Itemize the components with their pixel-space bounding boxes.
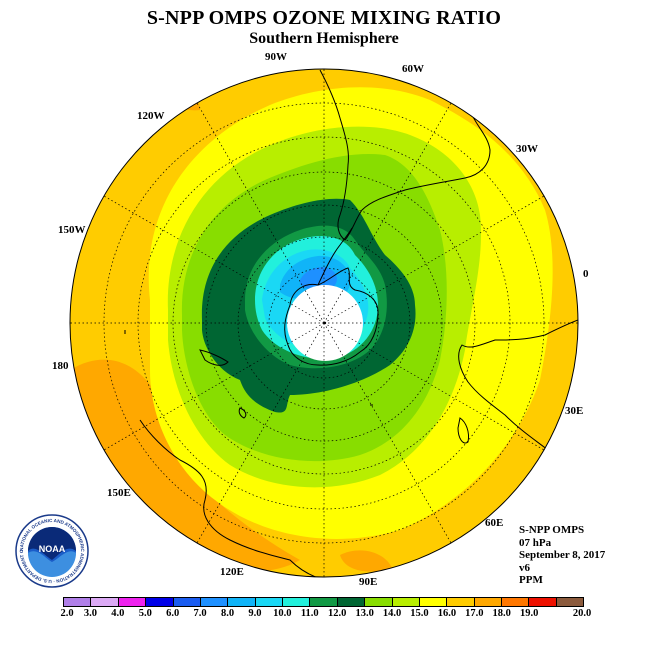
colorbar-swatch bbox=[337, 598, 366, 606]
colorbar-tick-label: 11.0 bbox=[300, 608, 319, 619]
colorbar-swatch bbox=[91, 598, 119, 606]
info-level: 07 hPa bbox=[519, 536, 552, 549]
info-block: S-NPP OMPS 07 hPa September 8, 2017 v6 P… bbox=[519, 524, 605, 587]
colorbar-tick-label: 16.0 bbox=[437, 608, 457, 619]
noaa-logo: NOAA NATIONAL OCEANIC AND ATMOSPHERIC AD… bbox=[15, 514, 89, 588]
lon-label-60e: 60E bbox=[485, 517, 504, 529]
ozone-contour-17-b bbox=[340, 550, 392, 572]
page-subtitle: Southern Hemisphere bbox=[249, 30, 399, 47]
colorbar-swatch bbox=[228, 598, 256, 606]
colorbar-tick-label: 15.0 bbox=[410, 608, 429, 619]
colorbar-swatch bbox=[419, 598, 448, 606]
info-units: PPM bbox=[519, 574, 543, 586]
lon-label-30e: 30E bbox=[565, 405, 584, 417]
colorbar-tick-label: 3.0 bbox=[83, 608, 97, 619]
coastline-south-america bbox=[319, 69, 491, 241]
map-border bbox=[69, 68, 579, 578]
colorbar-swatch bbox=[474, 598, 502, 606]
noaa-logo-text: NOAA bbox=[39, 544, 66, 554]
colorbar-tick-label: 6.0 bbox=[166, 608, 180, 619]
lon-label-150e: 150E bbox=[107, 487, 131, 499]
colorbar-swatch bbox=[173, 598, 201, 606]
lon-label-120w: 120W bbox=[137, 110, 165, 122]
colorbar-tick-label: 20.0 bbox=[572, 608, 592, 619]
colorbar-tick-label: 14.0 bbox=[382, 608, 402, 619]
coastline-tasmania bbox=[238, 407, 247, 419]
colorbar-swatch bbox=[310, 598, 338, 606]
colorbar-tick-label: 17.0 bbox=[465, 608, 484, 619]
coastlines bbox=[124, 69, 578, 577]
coastline-africa bbox=[458, 319, 578, 476]
colorbar-tick-label: 13.0 bbox=[355, 608, 374, 619]
colorbar-swatch bbox=[365, 598, 393, 606]
colorbar-swatch bbox=[392, 598, 420, 606]
colorbar-swatch bbox=[529, 598, 557, 606]
colorbar bbox=[63, 597, 584, 607]
colorbar-swatch bbox=[118, 598, 147, 606]
colorbar-tick-label: 4.0 bbox=[111, 608, 125, 619]
colorbar-tick-label: 9.0 bbox=[248, 608, 262, 619]
colorbar-tick-label: 19.0 bbox=[519, 608, 539, 619]
colorbar-tick-label: 7.0 bbox=[193, 608, 207, 619]
colorbar-swatch bbox=[200, 598, 229, 606]
colorbar-tick-label: 5.0 bbox=[138, 608, 152, 619]
lon-label-150w: 150W bbox=[58, 224, 86, 236]
coastline-madagascar bbox=[457, 417, 469, 444]
coastline-australia bbox=[139, 419, 319, 577]
lon-label-60w: 60W bbox=[402, 63, 424, 75]
info-instrument: S-NPP OMPS bbox=[519, 524, 585, 536]
colorbar-tick-label: 2.0 bbox=[60, 608, 74, 619]
colorbar-swatch bbox=[556, 598, 584, 606]
info-date: September 8, 2017 bbox=[519, 549, 606, 561]
info-version: v6 bbox=[519, 561, 530, 574]
colorbar-swatch bbox=[283, 598, 311, 606]
coastline-peninsula bbox=[317, 227, 353, 286]
page-title: S-NPP OMPS OZONE MIXING RATIO bbox=[146, 7, 502, 29]
lon-label-30w: 30W bbox=[516, 143, 538, 155]
lon-label-180: 180 bbox=[52, 360, 69, 372]
lon-label-90w: 90W bbox=[265, 51, 287, 63]
colorbar-tick-label: 8.0 bbox=[220, 608, 235, 619]
colorbar-swatch bbox=[502, 598, 530, 606]
colorbar-swatch bbox=[64, 598, 92, 606]
south-pole-dot bbox=[323, 321, 327, 325]
lon-label-120e: 120E bbox=[220, 566, 244, 578]
lon-label-0: 0 bbox=[583, 268, 589, 280]
colorbar-swatch bbox=[146, 598, 174, 606]
colorbar-tick-label: 12.0 bbox=[328, 608, 347, 619]
colorbar-tick-label: 18.0 bbox=[492, 608, 511, 619]
ozone-contour-17-c bbox=[150, 86, 200, 111]
coastline-antarctica bbox=[284, 267, 379, 366]
colorbar-swatch bbox=[447, 598, 475, 606]
colorbar-labels: 2.0 3.0 4.0 5.0 6.0 7.0 8.0 9.0 10.0 11.0 12.0 13.0… bbox=[0, 608, 648, 622]
lon-label-90e: 90E bbox=[359, 576, 378, 588]
colorbar-swatch bbox=[255, 598, 283, 606]
colorbar-tick-label: 10.0 bbox=[273, 608, 292, 619]
